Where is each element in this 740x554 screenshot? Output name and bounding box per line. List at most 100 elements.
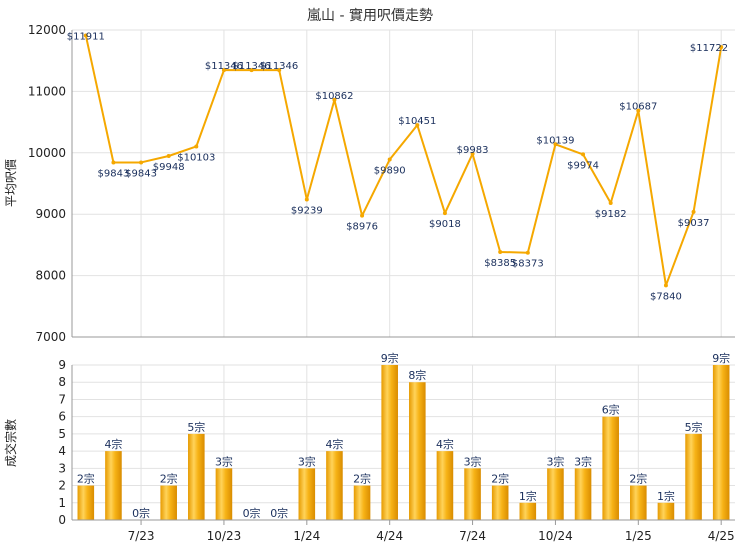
line-chart-point xyxy=(387,157,392,162)
bar-data-label: 3宗 xyxy=(298,454,316,468)
line-chart-point xyxy=(304,197,309,202)
bar-data-label: 2宗 xyxy=(353,472,371,486)
bar-data-label: 3宗 xyxy=(574,454,592,468)
line-chart-y-tick-label: 12000 xyxy=(28,23,66,37)
line-chart-data-label: $9843 xyxy=(98,168,130,179)
bar-data-label: 4宗 xyxy=(436,437,454,451)
bar xyxy=(353,485,371,520)
bar xyxy=(215,468,233,520)
bar xyxy=(547,468,564,520)
line-chart-point xyxy=(525,250,530,255)
bar-chart-y-axis-label: 成交宗數 xyxy=(3,419,18,467)
line-chart-point xyxy=(111,160,116,165)
line-chart-series xyxy=(83,33,724,288)
line-chart-data-label: $7840 xyxy=(650,291,682,302)
bar-chart-x-tick-label: 1/24 xyxy=(293,529,320,543)
line-chart-y-axis-label: 平均呎價 xyxy=(4,159,18,207)
bar xyxy=(381,365,398,520)
line-chart-data-label: $11346 xyxy=(232,61,270,72)
line-chart-point xyxy=(415,123,420,128)
bar-data-label: 3宗 xyxy=(215,454,233,468)
line-chart-data-label: $11346 xyxy=(205,61,243,72)
bar-chart-x-tick-label: 7/24 xyxy=(459,529,486,543)
bar xyxy=(491,485,509,520)
bar-data-label: 9宗 xyxy=(712,351,730,365)
line-chart-point xyxy=(553,142,558,147)
line-chart-data-label: $9037 xyxy=(678,218,710,229)
bar-chart-y-tick-label: 9 xyxy=(58,358,66,372)
bar xyxy=(77,485,95,520)
bar xyxy=(685,433,702,520)
bar xyxy=(298,468,316,520)
line-chart-point xyxy=(360,213,365,218)
bar-chart-y-tick-label: 2 xyxy=(58,479,66,493)
bar xyxy=(105,451,122,520)
line-chart-point xyxy=(83,33,88,38)
bar-chart-y-tick-label: 3 xyxy=(58,461,66,475)
line-chart-data-label: $10451 xyxy=(398,116,436,127)
bar-data-label: 0宗 xyxy=(132,506,150,520)
line-chart-point xyxy=(249,68,254,73)
bar-chart-x-tick-label: 4/24 xyxy=(376,529,403,543)
bar-data-label: 6宗 xyxy=(602,403,620,417)
bar-chart-data-labels: 2宗 4宗 0宗 2宗 5宗 3宗 0宗 0宗 3宗 4宗 2宗 9宗 8宗 4宗 3宗 2宗 1宗 3宗 3宗 6宗… xyxy=(77,351,730,520)
bar-data-label: 8宗 xyxy=(408,368,426,382)
bar-data-label: 3宗 xyxy=(464,454,482,468)
bar xyxy=(160,485,177,520)
line-chart-point xyxy=(442,211,447,216)
line-chart-point xyxy=(691,209,696,214)
line-chart-data-label: $8373 xyxy=(512,259,544,270)
line-chart-data-label: $10687 xyxy=(619,102,657,113)
line-chart-data-label: $9983 xyxy=(457,145,489,156)
bar-data-label: 1宗 xyxy=(657,489,675,503)
bar-data-label: 0宗 xyxy=(243,506,261,520)
line-chart-point xyxy=(636,108,641,113)
line-chart-data-label: $8976 xyxy=(346,222,378,233)
line-chart-axes: 7000 8000 9000 10000 11000 12000 xyxy=(28,23,735,344)
line-chart-point xyxy=(719,45,724,50)
bar-data-label: 0宗 xyxy=(270,506,288,520)
line-chart-point xyxy=(277,68,282,73)
line-chart-point xyxy=(498,249,503,254)
bar-chart-x-tick-label: 7/23 xyxy=(128,529,155,543)
bar xyxy=(630,485,647,520)
line-chart-point xyxy=(139,160,144,165)
bar-chart-y-tick-label: 7 xyxy=(58,392,66,406)
bar xyxy=(519,502,537,520)
bar-data-label: 2宗 xyxy=(491,472,509,486)
bar-data-label: 5宗 xyxy=(187,420,205,434)
bar-chart-axes: 0 1 2 3 4 5 6 7 8 9 7/23 10/23 1/24 4/24 7/24 10/24 1/25… xyxy=(58,358,735,543)
line-chart-point xyxy=(194,144,199,149)
line-chart-data-label: $10103 xyxy=(177,152,215,163)
bar-chart-x-tick-label: 1/25 xyxy=(625,529,652,543)
bar-chart-x-tick-label: 10/24 xyxy=(538,529,573,543)
bar xyxy=(657,502,675,520)
bar-data-label: 3宗 xyxy=(546,454,564,468)
line-chart-point xyxy=(608,201,613,206)
line-chart-data-label: $10862 xyxy=(315,91,353,102)
bar-chart-y-tick-label: 4 xyxy=(58,444,66,458)
bar-data-label: 2宗 xyxy=(629,472,647,486)
bar-chart-y-tick-label: 5 xyxy=(58,427,66,441)
bar xyxy=(188,433,205,520)
bar-data-label: 4宗 xyxy=(104,437,122,451)
line-chart-y-tick-label: 8000 xyxy=(35,269,66,283)
bar xyxy=(712,365,730,520)
line-chart-series-line xyxy=(84,35,723,287)
bar xyxy=(602,416,619,520)
bar-chart-y-tick-label: 0 xyxy=(58,513,66,527)
line-chart-grid xyxy=(72,29,735,338)
line-chart-point xyxy=(470,151,475,156)
line-chart-data-label: $9018 xyxy=(429,219,461,230)
line-chart-data-labels: $11911$9843$9843$9948$10103$11346$11346$… xyxy=(67,31,728,302)
line-chart-data-label: $10139 xyxy=(536,135,574,146)
line-chart-data-label: $9182 xyxy=(595,209,627,220)
line-chart-point xyxy=(221,68,226,73)
line-chart-data-label: $9239 xyxy=(291,206,323,217)
bar-data-label: 2宗 xyxy=(77,472,95,486)
bar-data-label: 4宗 xyxy=(325,437,343,451)
line-chart-y-tick-label: 10000 xyxy=(28,146,66,160)
line-chart-data-label: $9948 xyxy=(153,162,185,173)
bar xyxy=(464,468,481,520)
